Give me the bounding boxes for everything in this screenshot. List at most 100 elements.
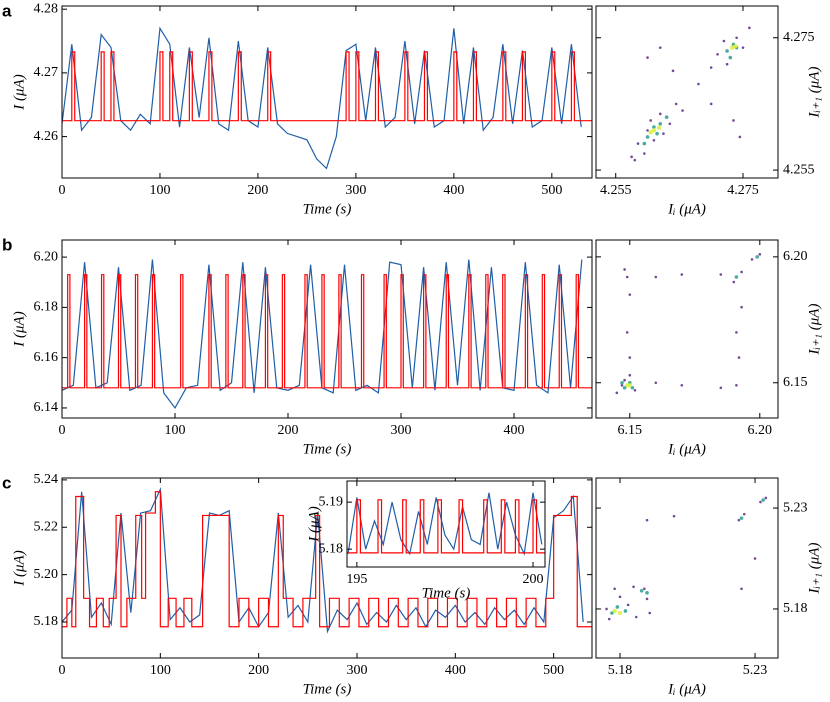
- point: [618, 595, 622, 599]
- panel: 6.15 6.20 6.15 6.20 Iᵢ (μA) Iᵢ₊₁ (μA): [595, 239, 822, 457]
- y-tick-label: 5.18: [319, 541, 344, 556]
- data-layer: [62, 487, 592, 634]
- point: [761, 498, 765, 502]
- trace: [62, 274, 592, 389]
- point: [662, 132, 665, 135]
- panel: 0 100 200 300 400 6.14 6.16 6.18 6.20 Time (s) I (…: [2, 235, 593, 457]
- data-layer: [605, 496, 768, 621]
- point: [605, 607, 608, 611]
- x-tick-label: 300: [346, 663, 367, 678]
- trace: [62, 26, 582, 170]
- point: [652, 125, 656, 129]
- point: [646, 56, 649, 59]
- x-tick-label: 200: [248, 663, 269, 678]
- frame: [61, 239, 593, 419]
- x-tick-label: 500: [543, 663, 564, 678]
- point: [649, 119, 653, 122]
- point: [719, 386, 723, 390]
- x-tick-label: 400: [443, 183, 464, 198]
- y-tick-label: 5.18: [783, 601, 808, 616]
- panel-label: c: [2, 473, 11, 492]
- panel: 4.255 4.275 4.255 4.275 Iᵢ (μA) Iᵢ₊₁ (μA): [595, 5, 822, 217]
- plot-area: [596, 478, 778, 658]
- point: [680, 273, 684, 276]
- point: [613, 587, 616, 591]
- data-layer: [347, 492, 545, 556]
- point: [735, 331, 738, 334]
- y-tick-label: 4.275: [783, 30, 815, 45]
- point: [658, 112, 662, 116]
- plot-area: [596, 240, 778, 418]
- point: [735, 383, 738, 387]
- frame: [61, 477, 593, 659]
- x-tick-label: 500: [541, 183, 562, 198]
- point: [680, 383, 684, 387]
- point: [709, 66, 713, 69]
- y-tick-label: 4.28: [34, 1, 59, 16]
- frame: [595, 477, 779, 659]
- point: [652, 138, 656, 142]
- point: [625, 275, 629, 279]
- point: [748, 26, 751, 30]
- point: [648, 611, 652, 615]
- y-axis-label: Iᵢ₊₁ (μA): [806, 304, 822, 356]
- point: [620, 380, 624, 385]
- x-axis-label: Iᵢ (μA): [667, 681, 706, 697]
- y-tick-label: 4.27: [34, 65, 59, 80]
- panel-label: b: [2, 235, 12, 254]
- x-axis-label: Time (s): [422, 585, 471, 601]
- x-axis-label: Iᵢ (μA): [667, 441, 706, 457]
- point: [739, 516, 744, 520]
- point: [668, 122, 672, 126]
- point: [632, 585, 635, 589]
- frame: [595, 239, 779, 419]
- point: [735, 36, 738, 40]
- point: [648, 130, 653, 135]
- y-tick-label: 6.16: [34, 350, 59, 365]
- point: [681, 109, 684, 112]
- point: [645, 518, 649, 522]
- panel: 5.18 5.23 5.18 5.23 Iᵢ (μA) Iᵢ₊₁ (μA): [595, 477, 822, 697]
- point: [725, 49, 729, 53]
- point: [633, 389, 637, 392]
- point: [639, 589, 644, 593]
- point: [737, 518, 741, 522]
- point: [645, 597, 649, 601]
- y-tick-label: 5.22: [34, 519, 59, 534]
- point: [628, 356, 632, 359]
- x-tick-label: 4.255: [600, 183, 632, 198]
- x-tick-label: 0: [59, 423, 66, 438]
- frame: [61, 5, 593, 179]
- point: [645, 591, 649, 595]
- point: [607, 617, 611, 621]
- point: [654, 275, 658, 279]
- point: [658, 121, 663, 126]
- y-tick-label: 5.23: [783, 500, 808, 515]
- point: [617, 610, 623, 616]
- point: [733, 44, 738, 49]
- point: [628, 293, 632, 296]
- point: [626, 603, 630, 607]
- x-tick-label: 200: [278, 423, 299, 438]
- point: [646, 129, 649, 132]
- x-tick-label: 200: [247, 183, 268, 198]
- point: [628, 373, 632, 377]
- x-axis-label: Time (s): [303, 441, 352, 457]
- point: [737, 356, 741, 359]
- y-tick-label: 6.20: [34, 249, 59, 264]
- point: [625, 331, 629, 334]
- y-tick-label: 6.18: [34, 300, 59, 315]
- inset: 195 200 5.18 5.19 Time (s) I (μA): [306, 480, 546, 601]
- trace: [347, 492, 543, 556]
- panel: 0 100 200 300 400 500 4.26 4.27 4.28 Time (s) I (μ…: [2, 1, 593, 217]
- point: [719, 273, 723, 276]
- x-tick-label: 300: [345, 183, 366, 198]
- point: [655, 131, 659, 136]
- point: [623, 378, 626, 382]
- point: [671, 69, 675, 73]
- x-tick-label: 4.275: [727, 183, 759, 198]
- point: [755, 255, 759, 259]
- point: [734, 275, 739, 279]
- trace: [62, 51, 592, 122]
- point: [758, 253, 762, 256]
